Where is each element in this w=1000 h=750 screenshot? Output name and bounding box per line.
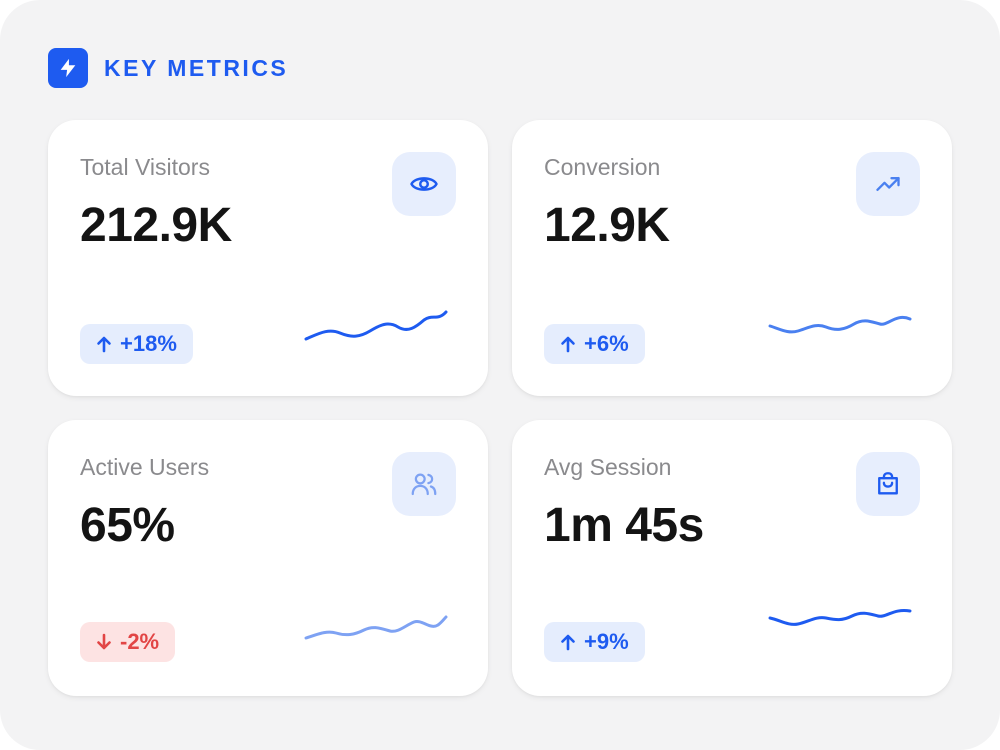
lightning-bolt-icon: [48, 48, 88, 88]
eye-icon: [392, 152, 456, 216]
trending-up-icon: [856, 152, 920, 216]
metric-label: Total Visitors: [80, 154, 210, 180]
users-icon: [392, 452, 456, 516]
panel-title: KEY METRICS: [104, 54, 289, 81]
sparkline-chart: [768, 316, 912, 334]
trend-badge: +18%: [80, 324, 193, 364]
arrow-up-icon: [96, 335, 112, 353]
arrow-up-icon: [560, 633, 576, 651]
trend-value: +6%: [584, 331, 629, 356]
sparkline-chart: [768, 608, 912, 626]
trend-badge: +9%: [544, 622, 645, 662]
metric-value: 1m 45s: [544, 499, 704, 552]
trend-value: -2%: [120, 629, 160, 654]
metric-value: 212.9K: [80, 199, 232, 252]
metric-card-active-users[interactable]: Active Users 65% -2%: [48, 420, 488, 696]
metric-label: Avg Session: [544, 454, 672, 480]
trend-badge: -2%: [80, 622, 176, 662]
sparkline-chart: [304, 615, 448, 640]
panel-header: KEY METRICS: [48, 48, 288, 88]
metric-value: 65%: [80, 499, 175, 552]
arrow-up-icon: [560, 335, 576, 353]
trend-value: +18%: [120, 331, 177, 356]
trend-value: +9%: [584, 629, 629, 654]
metric-card-conversion[interactable]: Conversion 12.9K +6%: [512, 120, 952, 396]
metric-card-avg-session[interactable]: Avg Session 1m 45s +9%: [512, 420, 952, 696]
metric-label: Conversion: [544, 154, 661, 180]
shopping-bag-icon: [856, 452, 920, 516]
trend-badge: +6%: [544, 324, 645, 364]
metric-label: Active Users: [80, 454, 210, 480]
metric-card-total-visitors[interactable]: Total Visitors 212.9K +18%: [48, 120, 488, 396]
sparkline-chart: [304, 310, 448, 341]
metric-value: 12.9K: [544, 199, 670, 252]
arrow-down-icon: [96, 633, 112, 651]
